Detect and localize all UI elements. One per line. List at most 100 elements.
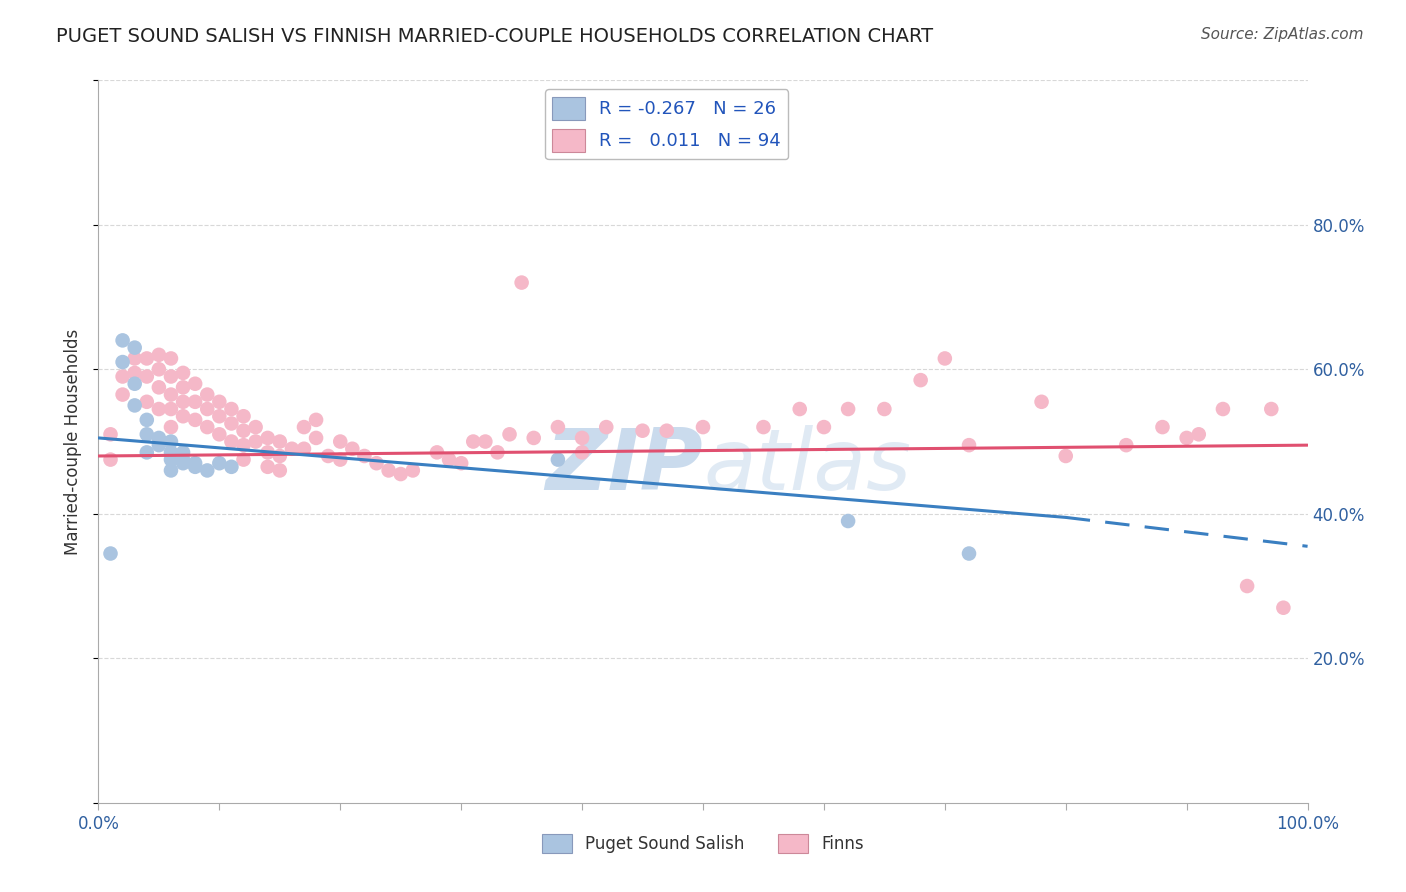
Point (111, 334, 134, 348)
Point (135, 427, 157, 442)
Point (160, 445, 183, 459)
Legend: Puget Sound Salish, Finns: Puget Sound Salish, Finns (536, 827, 870, 860)
Point (934, 351, 956, 366)
Point (111, 369, 134, 384)
Point (366, 456, 388, 470)
Point (305, 431, 328, 445)
Point (124, 366, 146, 380)
Point (837, 402, 859, 417)
Point (256, 445, 278, 459)
Point (450, 456, 472, 470)
Point (789, 402, 811, 417)
Point (148, 362, 170, 376)
Text: PUGET SOUND SALISH VS FINNISH MARRIED-COUPLE HOUSEHOLDS CORRELATION CHART: PUGET SOUND SALISH VS FINNISH MARRIED-CO… (56, 27, 934, 45)
Point (837, 514, 859, 528)
Point (437, 452, 460, 467)
Point (474, 434, 496, 449)
Point (813, 420, 835, 434)
Point (172, 456, 194, 470)
Point (148, 348, 170, 362)
Point (1031, 394, 1053, 409)
Point (160, 351, 183, 366)
Point (498, 427, 520, 442)
Text: atlas: atlas (703, 425, 911, 508)
Point (184, 456, 207, 470)
Point (292, 420, 315, 434)
Point (269, 434, 291, 449)
Point (329, 434, 352, 449)
Point (124, 398, 146, 412)
Point (208, 409, 231, 424)
Point (245, 434, 267, 449)
Point (184, 376, 207, 391)
Point (208, 456, 231, 470)
Point (160, 369, 183, 384)
Point (1236, 579, 1258, 593)
Point (221, 417, 243, 431)
Point (100, 452, 122, 467)
Point (148, 438, 170, 452)
Y-axis label: Married-couple Households: Married-couple Households (65, 328, 83, 555)
Point (245, 420, 267, 434)
Point (208, 394, 231, 409)
Point (195, 387, 218, 401)
Point (342, 442, 364, 456)
Point (269, 463, 291, 477)
Point (957, 438, 980, 452)
Point (135, 369, 157, 384)
Point (292, 442, 315, 456)
Point (232, 452, 254, 467)
Point (1272, 600, 1295, 615)
Point (160, 452, 183, 467)
Point (692, 420, 714, 434)
Point (135, 413, 157, 427)
Point (353, 449, 375, 463)
Point (329, 452, 352, 467)
Point (148, 431, 170, 445)
Point (655, 424, 678, 438)
Point (269, 449, 291, 463)
Point (160, 420, 183, 434)
Point (256, 459, 278, 474)
Point (595, 420, 617, 434)
Point (463, 434, 485, 449)
Text: Source: ZipAtlas.com: Source: ZipAtlas.com (1201, 27, 1364, 42)
Point (256, 431, 278, 445)
Point (184, 459, 207, 474)
Point (195, 463, 218, 477)
Point (172, 409, 194, 424)
Point (232, 438, 254, 452)
Point (571, 431, 593, 445)
Point (910, 373, 932, 387)
Point (172, 445, 194, 459)
Point (221, 402, 243, 417)
Point (1054, 449, 1077, 463)
Point (523, 431, 546, 445)
Point (281, 442, 304, 456)
Point (172, 366, 194, 380)
Point (377, 463, 399, 477)
Point (957, 547, 980, 561)
Point (1188, 427, 1211, 442)
Point (195, 420, 218, 434)
Point (221, 434, 243, 449)
Point (135, 445, 157, 459)
Point (124, 351, 146, 366)
Point (184, 394, 207, 409)
Point (195, 402, 218, 417)
Point (172, 394, 194, 409)
Point (232, 409, 254, 424)
Point (316, 449, 339, 463)
Point (172, 380, 194, 394)
Point (402, 463, 425, 477)
Point (631, 424, 654, 438)
Point (547, 452, 569, 467)
Point (752, 420, 775, 434)
Point (135, 351, 157, 366)
Point (1260, 402, 1282, 417)
Text: ZIP: ZIP (546, 425, 703, 508)
Point (160, 463, 183, 477)
Point (148, 380, 170, 394)
Point (160, 434, 183, 449)
Point (389, 467, 412, 481)
